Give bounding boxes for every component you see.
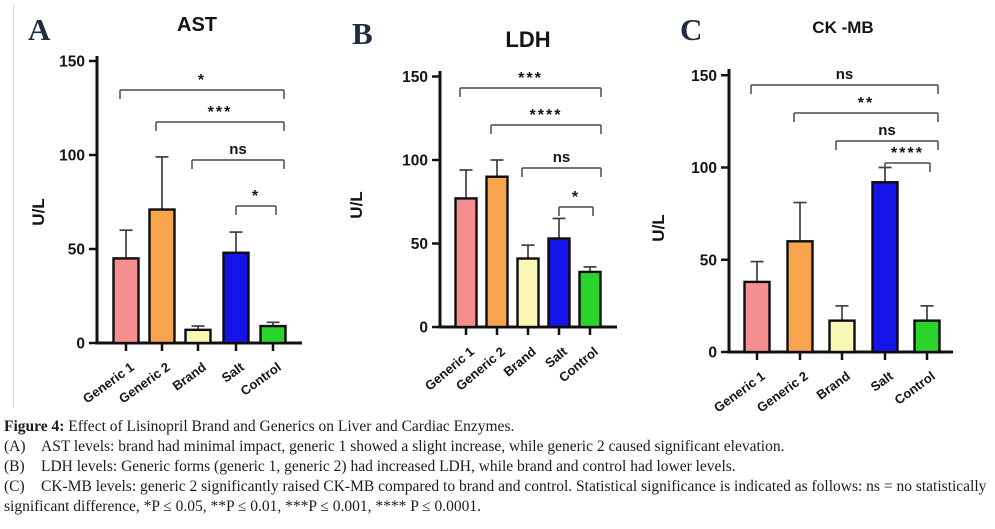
y-tick-label: 150 [59,54,85,71]
caption-item-c: (C) CK-MB levels: generic 2 significantly… [4,477,991,517]
bracket-label: *** [208,104,233,121]
bracket-label: *** [518,70,543,87]
significance-bracket-4: **** [884,145,931,172]
y-tick-label: 100 [691,160,717,177]
bar-generic-1 [743,280,771,354]
bar-brand [516,257,540,329]
caption-item-b: (B) LDH levels: Generic forms (generic 1,… [4,457,991,477]
panel-letter-c: C [680,12,702,47]
bar-generic-2 [485,175,509,329]
caption-tag-b: (B) [4,458,25,475]
y-tick-label: 50 [411,236,428,253]
panel-letter-b: B [352,16,373,51]
significance-bracket-4: * [558,189,594,216]
bracket-label: * [198,72,206,89]
x-label-control: Control [238,359,284,398]
significance-bracket-1: *** [459,70,602,97]
x-label-brand: Brand [814,368,853,402]
figure-title-text: Effect of Lisinopril Brand and Generics … [64,418,515,435]
caption-text-b: LDH levels: Generic forms (generic 1, ge… [41,458,736,475]
bracket-label: ns [553,149,571,166]
significance-bracket-1: ns [750,66,939,94]
bar-generic-1 [112,257,140,345]
bar-control [259,324,287,345]
caption-text-c: CK-MB levels: generic 2 significantly ra… [4,478,987,515]
y-tick-label: 0 [419,320,428,337]
panel-letter-a: A [28,12,51,47]
x-label-salt: Salt [868,368,897,395]
y-tick-label: 150 [402,69,428,86]
figure-caption: Figure 4: Effect of Lisinopril Brand and… [4,417,991,517]
significance-bracket-3: ns [835,122,939,150]
significance-bracket-2: **** [490,107,602,134]
caption-title-line: Figure 4: Effect of Lisinopril Brand and… [4,417,991,437]
x-label-brand: Brand [170,359,209,393]
bracket-label: ns [878,122,896,139]
bracket-label: ns [229,141,247,158]
chart-title: LDH [505,27,550,52]
y-axis-label: U/L [347,191,366,218]
bar-generic-1 [454,197,478,329]
chart-title: CK -MB [812,18,873,37]
y-axis-label: U/L [649,214,668,241]
y-tick-label: 50 [700,252,717,269]
bracket-label: * [252,188,260,205]
x-label-brand: Brand [501,344,539,380]
chart-title: AST [177,14,217,36]
caption-tag-c: (C) [4,478,25,495]
bar-generic-2 [786,240,814,354]
x-label-control: Control [892,368,938,407]
y-tick-label: 100 [402,153,428,170]
bracket-label: **** [530,107,563,124]
y-axis-label: U/L [29,198,48,225]
significance-bracket-2: ** [793,95,939,122]
significance-bracket-4: * [235,188,277,215]
y-tick-label: 50 [68,242,85,259]
bar-generic-2 [148,208,176,345]
bracket-label: * [572,189,580,206]
y-tick-label: 100 [59,148,85,165]
bracket-label: ns [836,66,854,83]
bar-control [578,270,602,329]
bar-brand [184,328,212,345]
bar-brand [828,319,856,354]
bar-salt [547,237,571,329]
bracket-label: **** [891,145,924,162]
y-tick-label: 150 [691,68,717,85]
y-tick-label: 0 [708,345,717,362]
significance-bracket-2: *** [155,104,285,131]
bracket-label: ** [858,95,874,112]
bar-control [913,319,941,354]
bar-salt [222,251,250,345]
caption-text-a: AST levels: brand had minimal impact, ge… [41,438,785,455]
significance-bracket-3: ns [521,149,602,177]
bar-salt [871,181,899,354]
significance-bracket-3: ns [191,141,285,169]
significance-bracket-1: * [119,72,285,99]
y-tick-label: 0 [76,336,85,353]
figure-label: Figure 4: [4,418,65,435]
caption-item-a: (A) AST levels: brand had minimal impact,… [4,437,991,457]
caption-tag-a: (A) [4,438,26,455]
